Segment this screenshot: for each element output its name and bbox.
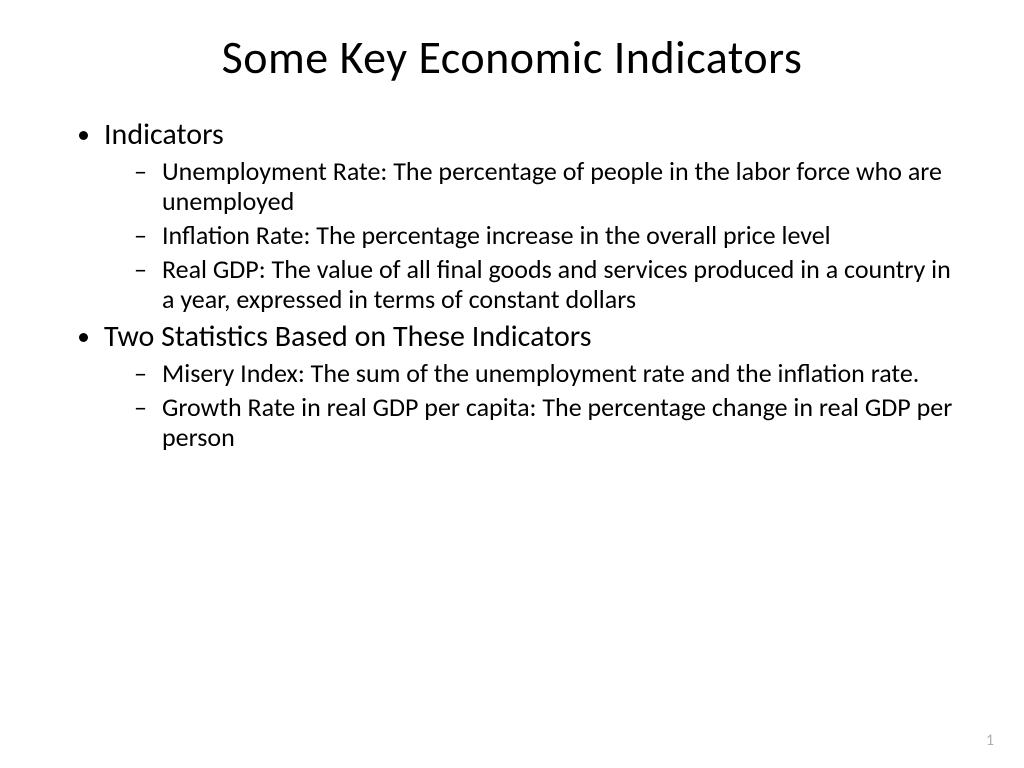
section-2-items: Misery Index: The sum of the unemploymen… — [134, 359, 964, 453]
list-item: Growth Rate in real GDP per capita: The … — [134, 393, 964, 453]
bullet-list-1: Indicators Unemployment Rate: The percen… — [80, 116, 964, 453]
slide-content: Indicators Unemployment Rate: The percen… — [60, 116, 964, 453]
section-1-label: Indicators — [104, 116, 224, 153]
section-heading-2: Two Statistics Based on These Indicators… — [104, 318, 964, 453]
section-2-label: Two Statistics Based on These Indicators — [104, 318, 591, 355]
slide-title: Some Key Economic Indicators — [60, 30, 964, 86]
section-heading-1: Indicators Unemployment Rate: The percen… — [104, 116, 964, 314]
list-item: Unemployment Rate: The percentage of peo… — [134, 157, 964, 217]
list-item: Inflation Rate: The percentage increase … — [134, 221, 964, 251]
section-1-items: Unemployment Rate: The percentage of peo… — [134, 157, 964, 314]
list-item: Misery Index: The sum of the unemploymen… — [134, 359, 964, 389]
page-number: 1 — [986, 731, 994, 750]
list-item: Real GDP: The value of all final goods a… — [134, 255, 964, 315]
